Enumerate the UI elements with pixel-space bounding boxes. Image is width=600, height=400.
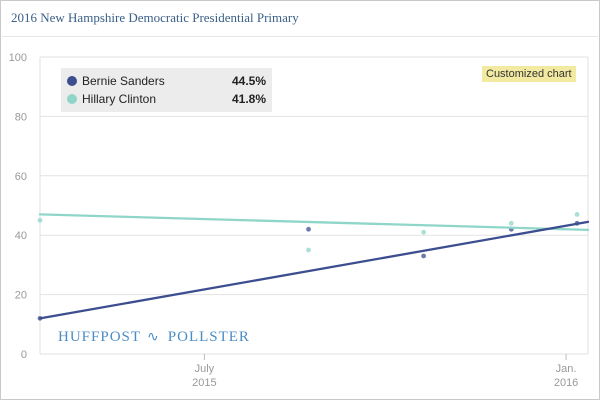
legend-swatch-clinton	[67, 94, 77, 104]
customized-chart-badge[interactable]: Customized chart	[482, 66, 576, 82]
legend-value-clinton: 41.8%	[231, 92, 266, 106]
pollster-bird-icon: ∿	[147, 330, 160, 345]
y-tick-label-60: 60	[15, 171, 27, 183]
huffpost-pollster-logo: HUFFPOST ∿ POLLSTER	[58, 329, 250, 346]
data-point-clinton-2	[421, 229, 426, 235]
y-tick-label-0: 0	[21, 349, 27, 361]
trend-line-sanders	[38, 220, 590, 320]
data-point-clinton-0	[37, 217, 43, 223]
data-point-clinton-1	[306, 247, 311, 253]
y-tick-label-80: 80	[15, 111, 27, 123]
y-tick-label-40: 40	[15, 230, 27, 242]
legend-name-sanders: Bernie Sanders	[82, 74, 165, 88]
legend-item-sanders: Bernie Sanders 44.5%	[67, 72, 266, 90]
x-tick-label-top-1: Jan.	[556, 363, 577, 375]
trend-line-clinton	[38, 213, 590, 232]
legend: Bernie Sanders 44.5% Hillary Clinton 41.…	[61, 68, 272, 112]
x-tick-label-top-0: July	[195, 363, 215, 375]
data-point-sanders-2	[421, 253, 426, 259]
legend-value-sanders: 44.5%	[231, 74, 266, 88]
legend-name-clinton: Hillary Clinton	[82, 92, 157, 106]
data-point-clinton-4	[574, 212, 580, 217]
chart-title: 2016 New Hampshire Democratic Presidenti…	[11, 10, 299, 25]
data-point-clinton-3	[508, 220, 514, 226]
data-point-sanders-1	[306, 226, 311, 232]
legend-item-clinton: Hillary Clinton 41.8%	[67, 90, 266, 108]
logo-pollster: POLLSTER	[167, 329, 250, 345]
legend-swatch-sanders	[67, 76, 77, 86]
title-divider	[2, 36, 598, 37]
logo-huffpost: HUFFPOST	[58, 329, 142, 345]
y-tick-label-100: 100	[9, 52, 27, 64]
y-tick-label-20: 20	[15, 290, 27, 302]
x-tick-label-bottom-1: 2016	[554, 377, 578, 389]
x-tick-label-bottom-0: 2015	[192, 377, 216, 389]
